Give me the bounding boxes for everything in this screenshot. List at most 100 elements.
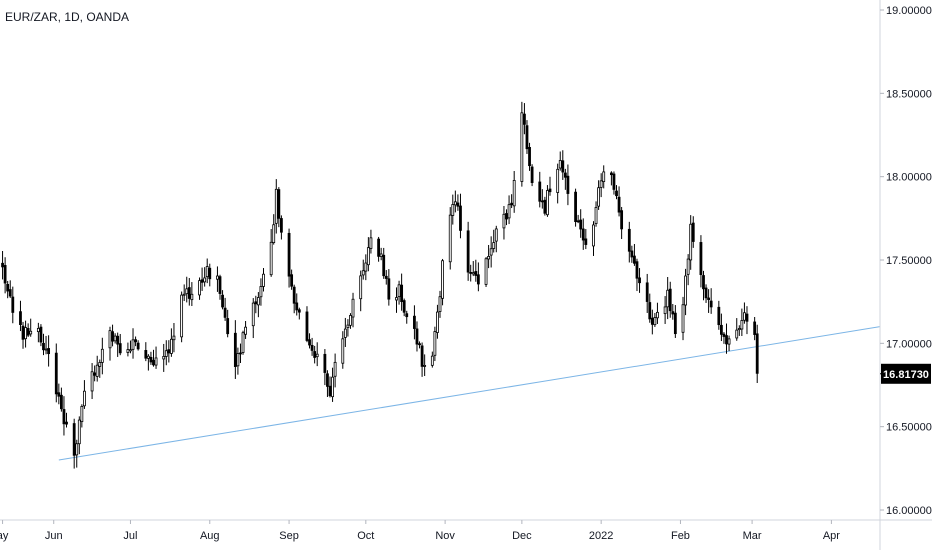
candle xyxy=(540,189,544,209)
candle-body-up xyxy=(423,364,427,367)
candle-body-up xyxy=(502,213,506,229)
candle-body-down xyxy=(200,279,204,283)
candle xyxy=(351,292,355,328)
candle xyxy=(707,289,711,313)
candle-body-up xyxy=(351,298,355,318)
candle-body-up xyxy=(95,364,99,377)
candle xyxy=(221,290,224,310)
candle-body-up xyxy=(205,266,209,278)
candle-body-down xyxy=(387,278,391,300)
candle-body-up xyxy=(108,330,112,349)
candle xyxy=(719,313,723,342)
candle xyxy=(19,300,22,332)
candle xyxy=(218,274,222,300)
candle-body-up xyxy=(597,187,601,207)
candle xyxy=(57,383,61,405)
candle xyxy=(256,292,260,318)
candle-body-down xyxy=(111,331,114,342)
candle xyxy=(297,307,301,320)
y-tick-label: 18.00000 xyxy=(886,172,932,184)
candle-body-down xyxy=(609,172,613,176)
candle xyxy=(369,229,373,254)
candle-body-down xyxy=(290,274,294,287)
candle xyxy=(727,335,731,352)
candle xyxy=(310,337,314,356)
candle xyxy=(162,343,166,372)
candle-body-down xyxy=(668,288,672,312)
candle-body-up xyxy=(262,273,265,287)
y-tick-label: 16.50000 xyxy=(886,422,932,434)
candle xyxy=(699,235,703,288)
candle-body-down xyxy=(620,210,624,230)
candle-body-down xyxy=(456,202,460,207)
candle xyxy=(384,270,388,285)
candle-body-down xyxy=(543,199,547,214)
candle xyxy=(80,404,84,428)
candle-body-down xyxy=(707,297,711,301)
candle xyxy=(673,305,677,338)
candle xyxy=(129,340,132,354)
candle-body-up xyxy=(681,304,685,333)
candle-body-down xyxy=(702,275,705,290)
candle xyxy=(208,263,212,287)
x-tick-label: Nov xyxy=(435,530,455,542)
candle-body-up xyxy=(494,228,498,242)
candle-body-down xyxy=(1,262,4,268)
candle-body-up xyxy=(75,443,79,456)
candle xyxy=(745,306,749,335)
candle xyxy=(755,324,759,383)
candle-body-down xyxy=(308,339,311,346)
candle xyxy=(635,258,639,292)
candle xyxy=(530,164,534,187)
candle-body-down xyxy=(538,181,542,202)
candle xyxy=(366,237,370,272)
candle xyxy=(364,254,368,281)
candle-body-up xyxy=(80,406,84,423)
candle-body-up xyxy=(433,331,437,356)
candle xyxy=(277,187,281,228)
candle-body-down xyxy=(11,296,15,313)
candle xyxy=(108,326,112,361)
candle xyxy=(538,171,542,208)
candle xyxy=(420,342,424,377)
candle xyxy=(1,251,4,280)
candle xyxy=(494,225,498,253)
candle xyxy=(116,332,120,357)
candle xyxy=(29,318,33,337)
candle xyxy=(566,164,570,206)
candle-body-up xyxy=(154,357,158,366)
candle xyxy=(704,284,708,303)
candle xyxy=(75,439,79,468)
candle xyxy=(505,209,508,226)
support-trendline[interactable] xyxy=(58,326,881,461)
candle-body-up xyxy=(556,168,560,193)
candle xyxy=(400,273,404,311)
candle xyxy=(54,343,58,403)
candle xyxy=(172,323,176,353)
candle-body-down xyxy=(469,272,473,274)
candle-body-down xyxy=(233,332,237,367)
trendline[interactable] xyxy=(58,326,881,461)
candle xyxy=(615,185,618,200)
candle xyxy=(203,267,207,287)
candle xyxy=(453,190,457,213)
candle-body-down xyxy=(719,324,723,335)
candle xyxy=(645,273,649,313)
y-tick-label: 18.50000 xyxy=(886,88,932,100)
candle-body-down xyxy=(54,352,58,395)
candle-body-down xyxy=(297,309,301,313)
candle xyxy=(574,188,577,227)
candle xyxy=(233,320,237,379)
candle xyxy=(597,180,601,210)
candle-body-down xyxy=(459,205,462,231)
candle xyxy=(382,247,386,279)
candle-body-up xyxy=(349,315,352,326)
x-tick-label: Mar xyxy=(743,530,762,542)
candle-body-down xyxy=(671,311,675,315)
candle-body-down xyxy=(725,335,728,345)
candle xyxy=(523,103,526,135)
candle xyxy=(459,193,462,239)
candle-body-down xyxy=(62,409,66,425)
